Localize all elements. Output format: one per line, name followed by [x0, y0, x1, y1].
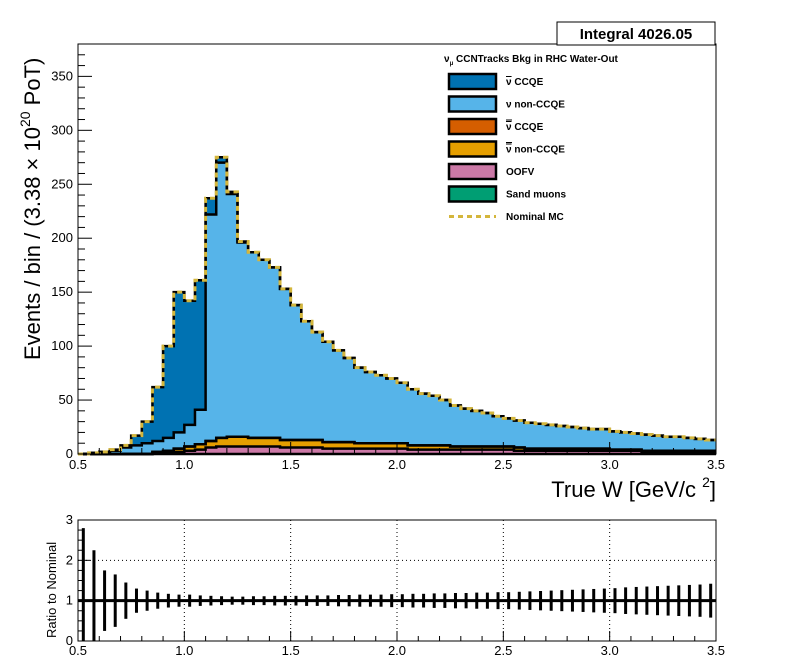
ratio-x-tick-label: 3.5 [707, 643, 725, 658]
legend-label: OOFV [506, 167, 535, 178]
legend-label: ν non-CCQE [506, 145, 565, 156]
main-y-tick-label: 350 [51, 68, 73, 83]
legend-entry-5: Sand muons [447, 185, 566, 203]
legend-title: νμ CCNTracks Bkg in RHC Water-Out [444, 54, 619, 67]
legend-swatch [447, 72, 498, 91]
main-x-axis-title: True W [GeV/c 2] [551, 474, 716, 502]
ratio-x-tick-label: 2.0 [388, 643, 406, 658]
main-y-tick-label: 250 [51, 176, 73, 191]
legend-swatch [447, 185, 498, 203]
ratio-plot: 0.5 1.0 1.5 2.0 2.5 3.0 3.5 0 1 2 3 [66, 512, 725, 658]
ratio-x-tick-label: 1.5 [282, 643, 300, 658]
legend-entry-3: ν non-CCQE [447, 140, 565, 158]
main-x-tick-label: 3.5 [707, 457, 725, 472]
main-y-tick-label: 100 [51, 338, 73, 353]
main-y-tick-label: 300 [51, 122, 73, 137]
ratio-y-axis-title: Ratio to Nominal [44, 542, 59, 638]
legend-label: Nominal MC [506, 212, 564, 223]
legend-label: ν CCQE [506, 122, 544, 133]
stats-box: Integral 4026.05 [556, 21, 716, 46]
main-y-tick-label: 50 [59, 392, 73, 407]
main-x-tick-label: 2.0 [388, 457, 406, 472]
main-y-tick-label: 0 [66, 446, 73, 461]
ratio-x-tick-label: 1.0 [175, 643, 193, 658]
ratio-x-tick-label: 2.5 [494, 643, 512, 658]
main-y-axis-title: Events / bin / (3.38 × 1020 PoT) [17, 58, 45, 360]
ratio-y-tick-label: 1 [66, 593, 73, 608]
main-x-tick-label: 0.5 [69, 457, 87, 472]
nominal-mc-line [78, 155, 716, 456]
ratio-y-tick-label: 2 [66, 552, 73, 567]
legend: νμ CCNTracks Bkg in RHC Water-Out ν CCQE… [444, 54, 619, 223]
legend-swatch [447, 95, 498, 113]
ratio-grid [78, 520, 716, 641]
legend-entry-0: ν CCQE [447, 72, 544, 91]
main-y-ticks: 0 50 100 150 200 250 300 350 [51, 43, 92, 461]
ratio-x-tick-label: 0.5 [69, 643, 87, 658]
ratio-x-ticks: 0.5 1.0 1.5 2.0 2.5 3.0 3.5 [69, 631, 725, 658]
main-x-tick-label: 2.5 [494, 457, 512, 472]
legend-swatch [447, 140, 498, 158]
legend-entry-1: ν non-CCQE [447, 95, 565, 113]
legend-label: Sand muons [506, 190, 566, 201]
ratio-points [78, 528, 716, 641]
main-x-ticks: 0.5 1.0 1.5 2.0 2.5 3.0 3.5 [69, 442, 725, 472]
legend-label: ν CCQE [506, 77, 544, 88]
legend-swatch [447, 162, 498, 181]
legend-swatch [447, 117, 498, 136]
main-y-tick-label: 150 [51, 284, 73, 299]
ratio-y-ticks: 0 1 2 3 [66, 512, 90, 648]
series-outline-4 [78, 445, 716, 456]
main-x-tick-label: 3.0 [601, 457, 619, 472]
legend-entry-4: OOFV [447, 162, 535, 181]
main-x-tick-label: 1.5 [282, 457, 300, 472]
stats-integral: Integral 4026.05 [580, 26, 693, 43]
legend-entry-2: ν CCQE [447, 117, 544, 136]
ratio-x-tick-label: 3.0 [601, 643, 619, 658]
main-y-tick-label: 200 [51, 230, 73, 245]
legend-entry-6: Nominal MC [449, 212, 564, 223]
legend-label: ν non-CCQE [506, 100, 565, 111]
ratio-y-tick-label: 3 [66, 512, 73, 527]
main-x-tick-label: 1.0 [175, 457, 193, 472]
ratio-y-tick-label: 0 [66, 633, 73, 648]
nominal-mc-step [78, 155, 716, 456]
main-plot: 0.5 1.0 1.5 2.0 2.5 3.0 3.5 0 50 100 150 200 250 300… [51, 43, 725, 472]
